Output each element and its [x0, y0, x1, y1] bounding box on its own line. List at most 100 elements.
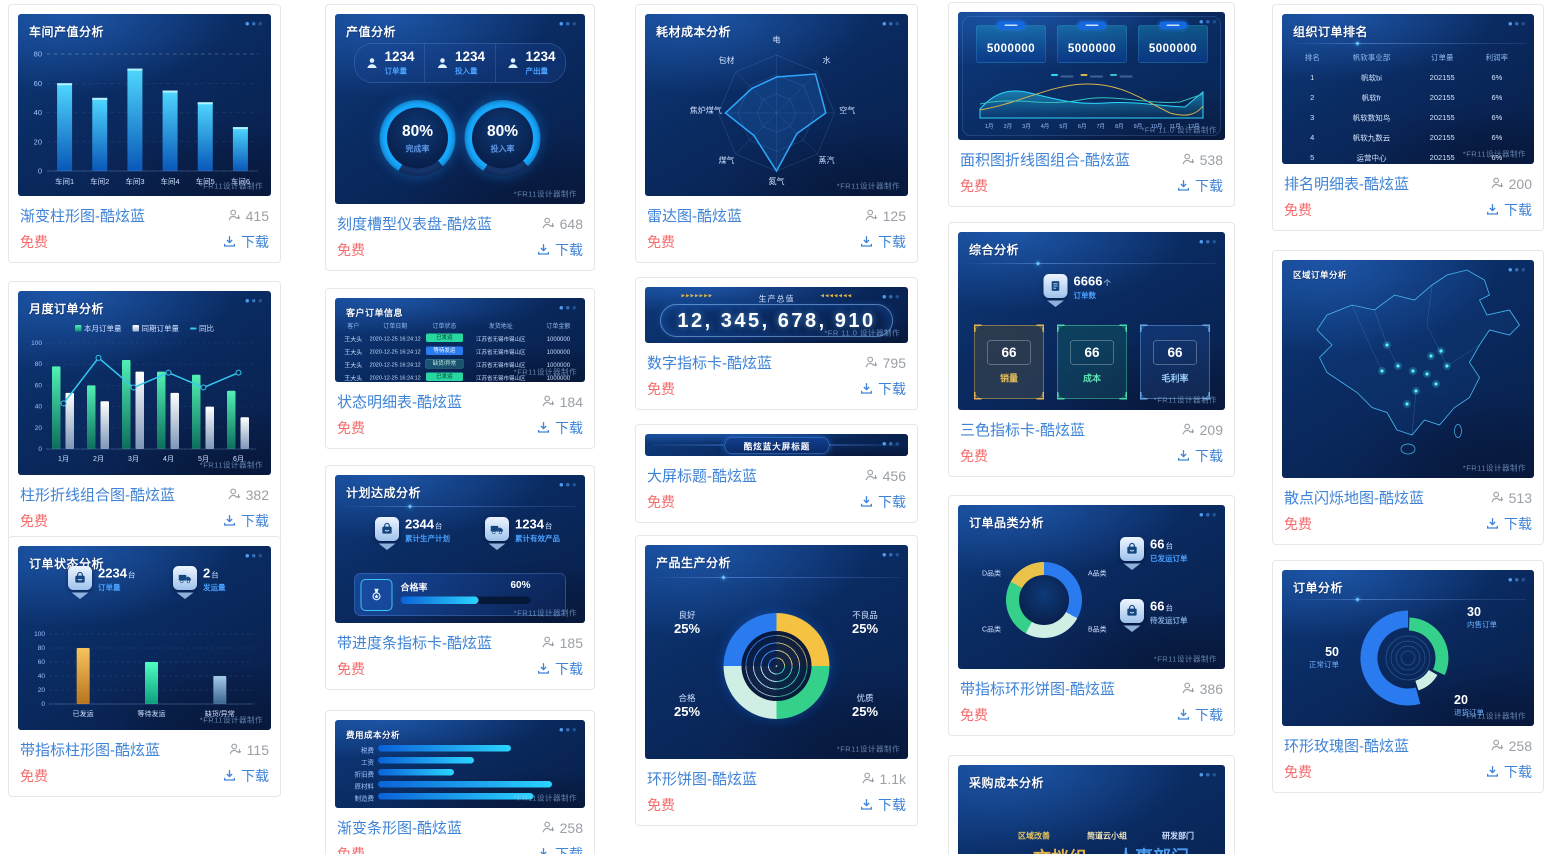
- template-title[interactable]: 大屏标题-酷炫蓝: [647, 468, 757, 485]
- template-preview-area-line-combo[interactable]: 5000000 5000000 5000000 1月 2月 3月 4月 5月 6月 7月 8月 9月 1…: [958, 12, 1225, 140]
- template-title[interactable]: 状态明细表-酷炫蓝: [337, 394, 462, 411]
- download-icon: [1486, 518, 1499, 529]
- progress-panel: 合格率 60%: [354, 573, 566, 616]
- template-title[interactable]: 环形饼图-酷炫蓝: [647, 771, 757, 788]
- indicator: 2344台 累计生产计划: [375, 517, 450, 550]
- svg-text:8月: 8月: [1115, 123, 1124, 130]
- template-preview-screen-title[interactable]: 酷炫蓝大屏标题: [645, 434, 908, 456]
- download-count: 184: [541, 394, 583, 410]
- watermark: *FR11设计器制作: [513, 190, 577, 199]
- download-button[interactable]: 下载: [1485, 514, 1532, 534]
- template-preview-ring-rose[interactable]: 订单分析 50 正常订单 30 内售订单 20 退货订单 *FR11设计器制作: [1282, 570, 1534, 726]
- watermark: *FR11设计器制作: [199, 461, 263, 470]
- download-icon: [537, 663, 550, 674]
- svg-text:1月: 1月: [985, 123, 994, 130]
- svg-text:20: 20: [35, 425, 43, 432]
- card-info: 状态明细表-酷炫蓝 184 免费 下载: [335, 390, 585, 439]
- kpi-number-capsule: 12, 345, 678, 910: [660, 304, 893, 337]
- template-title[interactable]: 环形玫瑰图-酷炫蓝: [1284, 738, 1409, 755]
- download-count: 415: [227, 208, 269, 224]
- panel-title: 计划达成分析: [346, 486, 421, 501]
- download-button[interactable]: 下载: [536, 240, 583, 260]
- template-preview-progress-card[interactable]: 计划达成分析 2344台 累计生产计划 1234台 累计有效产品 合格率 60% *FR11设…: [335, 475, 585, 623]
- template-title[interactable]: 面积图折线图组合-酷炫蓝: [960, 152, 1130, 169]
- template-title[interactable]: 柱形折线组合图-酷炫蓝: [20, 487, 175, 504]
- template-title[interactable]: 排名明细表-酷炫蓝: [1284, 176, 1409, 193]
- template-title[interactable]: 雷达图-酷炫蓝: [647, 208, 742, 225]
- template-preview-radar[interactable]: 耗材成本分析电水空气 蒸汽 氮气 煤气 焦炉煤气 包材 *FR11设计器制作: [645, 14, 908, 196]
- panel-menu-dots: [882, 553, 899, 557]
- price-label: 免费: [337, 241, 365, 258]
- template-card-ring-pie-indicator: 订单品类分析 D品类 A品类 C品类 B品类 66台 已发运订单 66台 待发运订单 *FR11设…: [948, 495, 1235, 736]
- svg-text:5月: 5月: [1059, 123, 1068, 130]
- template-title[interactable]: 刻度槽型仪表盘-酷炫蓝: [337, 216, 492, 233]
- indicator-arrow: [1047, 300, 1064, 307]
- download-icon: [223, 236, 236, 247]
- watermark: *FR11设计器制作: [1153, 396, 1217, 405]
- download-button[interactable]: 下载: [859, 795, 906, 815]
- watermark: *FR 11.0 设计器制作: [1141, 126, 1217, 135]
- template-title[interactable]: 带进度条指标卡-酷炫蓝: [337, 635, 492, 652]
- panel-menu-dots: [559, 728, 576, 732]
- template-preview-scatter-map[interactable]: 区域订单分析 *FR11设计器制作: [1282, 260, 1534, 478]
- template-preview-digit-card[interactable]: 生产总值 ▸▸▸▸▸▸▸ ◂◂◂◂◂◂◂ 12, 345, 678, 910 *FR 1…: [645, 287, 908, 343]
- card-info: 带指标环形饼图-酷炫蓝 386 免费 下载: [958, 677, 1225, 726]
- template-card-indicator-bar: 订单状态分析 2234台 订单量 2台 发运量 0 20 40 60 80 100 已发运 等待发运 缺货…: [8, 536, 281, 797]
- price-label: 免费: [647, 796, 675, 813]
- download-button[interactable]: 下载: [859, 379, 906, 399]
- download-button[interactable]: 下载: [222, 511, 269, 531]
- template-preview-status-table[interactable]: 客户订单信息 客户 订单日期 订单状态 发货地址 订单金额 王大头 2020-12-25 16…: [335, 298, 585, 382]
- download-button[interactable]: 下载: [536, 844, 583, 854]
- download-button[interactable]: 下载: [859, 492, 906, 512]
- template-preview-gradient-hbar[interactable]: 费用成本分析 税费 工资 折旧费 原材料 制造费 *FR11设计器制作: [335, 720, 585, 808]
- price-label: 免费: [337, 419, 365, 436]
- panel-title: 综合分析: [969, 243, 1019, 258]
- download-button[interactable]: 下载: [1485, 200, 1532, 220]
- download-count: 648: [541, 216, 583, 232]
- progress-label: 合格率: [400, 582, 428, 593]
- template-card-tricolor-kpi: 综合分析 6666个 订单数 66 销量 66 成本 66 毛利率 *FR11设计器制作三色指标卡…: [948, 222, 1235, 477]
- download-button[interactable]: 下载: [222, 766, 269, 786]
- download-button[interactable]: 下载: [1485, 762, 1532, 782]
- svg-text:40: 40: [38, 673, 46, 680]
- bag-icon: [1127, 604, 1137, 616]
- template-preview-indicator-bar[interactable]: 订单状态分析 2234台 订单量 2台 发运量 0 20 40 60 80 100 已发运 等待发运 缺货…: [18, 546, 271, 730]
- card-info: 三色指标卡-酷炫蓝 209 免费 下载: [958, 418, 1225, 467]
- template-card-screen-title: 酷炫蓝大屏标题 大屏标题-酷炫蓝 456 免费 下载: [635, 424, 918, 523]
- svg-text:5月: 5月: [198, 455, 209, 463]
- template-preview-gradient-bar[interactable]: 车间产值分析 0 20 40 60 80 车间1 车间2 车间3 车间4 车间5 车间6 *FR11设计…: [18, 14, 271, 196]
- template-title[interactable]: 渐变条形图-酷炫蓝: [337, 820, 462, 837]
- truck-icon: [490, 525, 503, 535]
- template-preview-rank-table[interactable]: 组织订单排名 排名 帆软事业部 订单量 利润率 1 帆软bi 202155 6% 2 帆软fr 202…: [1282, 14, 1534, 164]
- template-title[interactable]: 带指标环形饼图-酷炫蓝: [960, 681, 1115, 698]
- download-button[interactable]: 下载: [859, 232, 906, 252]
- download-button[interactable]: 下载: [1176, 705, 1223, 725]
- template-preview-bar-line-combo[interactable]: 月度订单分析 本月订单量 同期订单量 同比 0 20 40 60 80 100 1月 2月 3月 4月 5月…: [18, 291, 271, 475]
- template-title[interactable]: 三色指标卡-酷炫蓝: [960, 422, 1085, 439]
- template-title[interactable]: 散点闪烁地图-酷炫蓝: [1284, 490, 1424, 507]
- svg-text:80: 80: [34, 50, 42, 59]
- template-title[interactable]: 渐变柱形图-酷炫蓝: [20, 208, 145, 225]
- download-button[interactable]: 下载: [1176, 176, 1223, 196]
- hbar-bar: [378, 757, 475, 764]
- template-preview-gauge[interactable]: 产值分析 1234 订单量 1234 投入量 1234 产出量 80% 完成率 80% 投入率 *FR…: [335, 14, 585, 204]
- template-preview-ring-pie[interactable]: 产品生产分析 良好 25% 不良品 25% 合格 25% 优质 25% *FR11设计器制作: [645, 545, 908, 759]
- template-preview-ring-pie-indicator[interactable]: 订单品类分析 D品类 A品类 C品类 B品类 66台 已发运订单 66台 待发运订单 *FR11设…: [958, 505, 1225, 669]
- panel-menu-dots: [1508, 268, 1525, 272]
- template-preview-tricolor-kpi[interactable]: 综合分析 6666个 订单数 66 销量 66 成本 66 毛利率 *FR11设计器制作: [958, 232, 1225, 410]
- download-button[interactable]: 下载: [536, 659, 583, 679]
- download-count: 258: [1490, 738, 1532, 754]
- svg-text:包材: 包材: [718, 55, 734, 65]
- download-icon: [860, 383, 873, 394]
- donut-label: B品类: [1088, 625, 1107, 633]
- template-title[interactable]: 数字指标卡-酷炫蓝: [647, 355, 772, 372]
- download-button[interactable]: 下载: [222, 232, 269, 252]
- template-card-area-line-combo: 5000000 5000000 5000000 1月 2月 3月 4月 5月 6月 7月 8月 9月 1…: [948, 2, 1235, 207]
- download-button[interactable]: 下载: [536, 418, 583, 438]
- download-button[interactable]: 下载: [1176, 446, 1223, 466]
- donut-label: C品类: [981, 625, 1001, 633]
- template-title[interactable]: 带指标柱形图-酷炫蓝: [20, 742, 160, 759]
- price-label: 免费: [960, 706, 988, 723]
